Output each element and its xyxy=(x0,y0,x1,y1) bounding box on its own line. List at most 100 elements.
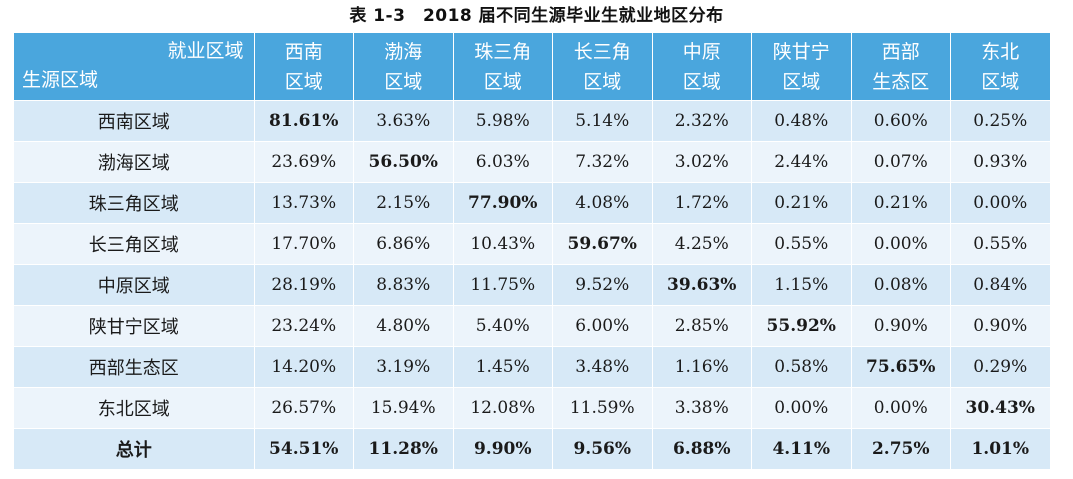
table-cell: 2.32% xyxy=(652,100,752,142)
table-cell: 3.02% xyxy=(652,141,752,183)
table-row: 西南区域 81.61% 3.63% 5.98% 5.14% 2.32% 0.48% 0.60%… xyxy=(14,100,1051,142)
table-cell: 4.25% xyxy=(652,223,752,265)
column-header-line2: 区域 xyxy=(981,70,1020,93)
column-header: 珠三角 区域 xyxy=(453,33,553,101)
table-cell: 12.08% xyxy=(453,387,553,429)
table-cell: 26.57% xyxy=(254,387,354,429)
table-row: 珠三角区域 13.73% 2.15% 77.90% 4.08% 1.72% 0.21% 0.2… xyxy=(14,182,1051,224)
table-cell: 11.75% xyxy=(453,264,553,306)
column-header-line2: 区域 xyxy=(483,70,522,93)
table-cell: 0.21% xyxy=(751,182,852,224)
row-label: 西南区域 xyxy=(14,100,255,142)
row-label: 西部生态区 xyxy=(14,346,255,388)
table-cell: 0.29% xyxy=(950,346,1051,388)
table-cell: 0.07% xyxy=(851,141,951,183)
column-header-line2: 区域 xyxy=(384,70,423,93)
header-corner-cell: 就业区域 生源区域 xyxy=(14,33,255,101)
column-header: 长三角 区域 xyxy=(552,33,653,101)
column-header: 渤海 区域 xyxy=(353,33,454,101)
column-header-line1: 长三角 xyxy=(573,40,631,63)
table-cell: 1.45% xyxy=(453,346,553,388)
table-cell: 0.00% xyxy=(751,387,852,429)
table-cell: 5.14% xyxy=(552,100,653,142)
table-cell: 55.92% xyxy=(751,305,852,347)
table-cell: 3.48% xyxy=(552,346,653,388)
table-cell: 23.69% xyxy=(254,141,354,183)
total-cell: 6.88% xyxy=(652,428,752,470)
table-cell: 15.94% xyxy=(353,387,454,429)
table-cell: 2.44% xyxy=(751,141,852,183)
column-header: 西部 生态区 xyxy=(851,33,951,101)
corner-label-origin-region: 生源区域 xyxy=(22,69,99,91)
row-label: 渤海区域 xyxy=(14,141,255,183)
table-cell: 5.98% xyxy=(453,100,553,142)
table-cell: 0.55% xyxy=(751,223,852,265)
total-row: 总计 54.51% 11.28% 9.90% 9.56% 6.88% 4.11% 2.75% 1… xyxy=(14,428,1051,470)
column-header-line2: 区域 xyxy=(583,70,622,93)
table-cell: 0.21% xyxy=(851,182,951,224)
table-cell: 7.32% xyxy=(552,141,653,183)
table-cell: 5.40% xyxy=(453,305,553,347)
table-cell: 28.19% xyxy=(254,264,354,306)
table-cell: 59.67% xyxy=(552,223,653,265)
table-cell: 2.15% xyxy=(353,182,454,224)
employment-region-table: 就业区域 生源区域 西南 区域 渤海 区域 珠三角 区域 长三角 区域 中原 区域 陕甘宁… xyxy=(14,33,1051,470)
table-cell: 0.55% xyxy=(950,223,1051,265)
table-row: 陕甘宁区域 23.24% 4.80% 5.40% 6.00% 2.85% 55.92% 0.9… xyxy=(14,305,1051,347)
table-cell: 0.60% xyxy=(851,100,951,142)
table-row: 西部生态区 14.20% 3.19% 1.45% 3.48% 1.16% 0.58% 75.6… xyxy=(14,346,1051,388)
table-cell: 0.25% xyxy=(950,100,1051,142)
table-cell: 0.84% xyxy=(950,264,1051,306)
total-cell: 9.56% xyxy=(552,428,653,470)
table-cell: 0.08% xyxy=(851,264,951,306)
table-cell: 56.50% xyxy=(353,141,454,183)
total-cell: 4.11% xyxy=(751,428,852,470)
table-cell: 1.15% xyxy=(751,264,852,306)
table-cell: 81.61% xyxy=(254,100,354,142)
column-header-line1: 渤海 xyxy=(384,40,423,63)
column-header-line1: 东北 xyxy=(981,40,1020,63)
table-body: 西南区域 81.61% 3.63% 5.98% 5.14% 2.32% 0.48% 0.60%… xyxy=(14,100,1051,470)
table-cell: 0.00% xyxy=(851,223,951,265)
table-cell: 2.85% xyxy=(652,305,752,347)
column-header-line2: 生态区 xyxy=(872,70,930,93)
row-label: 珠三角区域 xyxy=(14,182,255,224)
table-cell: 0.48% xyxy=(751,100,852,142)
row-label: 中原区域 xyxy=(14,264,255,306)
table-row: 长三角区域 17.70% 6.86% 10.43% 59.67% 4.25% 0.55% 0.… xyxy=(14,223,1051,265)
table-cell: 3.63% xyxy=(353,100,454,142)
table-cell: 39.63% xyxy=(652,264,752,306)
column-header-line1: 西部 xyxy=(881,40,920,63)
table-cell: 0.00% xyxy=(950,182,1051,224)
table-cell: 75.65% xyxy=(851,346,951,388)
column-header: 陕甘宁 区域 xyxy=(751,33,852,101)
table-cell: 4.80% xyxy=(353,305,454,347)
column-header-line1: 陕甘宁 xyxy=(772,40,830,63)
column-header-line2: 区域 xyxy=(782,70,821,93)
column-header-line1: 中原 xyxy=(682,40,721,63)
table-cell: 3.38% xyxy=(652,387,752,429)
table-cell: 1.16% xyxy=(652,346,752,388)
table-caption: 表 1-3 2018 届不同生源毕业生就业地区分布 xyxy=(349,6,724,26)
table-cell: 0.00% xyxy=(851,387,951,429)
total-label: 总计 xyxy=(14,428,255,470)
column-header-line2: 区域 xyxy=(682,70,721,93)
table-cell: 77.90% xyxy=(453,182,553,224)
total-cell: 2.75% xyxy=(851,428,951,470)
table-cell: 10.43% xyxy=(453,223,553,265)
column-header-line1: 西南 xyxy=(284,40,323,63)
table-row: 渤海区域 23.69% 56.50% 6.03% 7.32% 3.02% 2.44% 0.07… xyxy=(14,141,1051,183)
table-cell: 4.08% xyxy=(552,182,653,224)
table-cell: 8.83% xyxy=(353,264,454,306)
column-header: 西南 区域 xyxy=(254,33,354,101)
total-cell: 11.28% xyxy=(353,428,454,470)
table-cell: 13.73% xyxy=(254,182,354,224)
table-cell: 6.00% xyxy=(552,305,653,347)
table-cell: 3.19% xyxy=(353,346,454,388)
row-label: 长三角区域 xyxy=(14,223,255,265)
table-cell: 6.86% xyxy=(353,223,454,265)
header-row: 就业区域 生源区域 西南 区域 渤海 区域 珠三角 区域 长三角 区域 中原 区域 陕甘宁… xyxy=(14,33,1051,101)
table-row: 中原区域 28.19% 8.83% 11.75% 9.52% 39.63% 1.15% 0.0… xyxy=(14,264,1051,306)
column-header: 中原 区域 xyxy=(652,33,752,101)
table-cell: 14.20% xyxy=(254,346,354,388)
